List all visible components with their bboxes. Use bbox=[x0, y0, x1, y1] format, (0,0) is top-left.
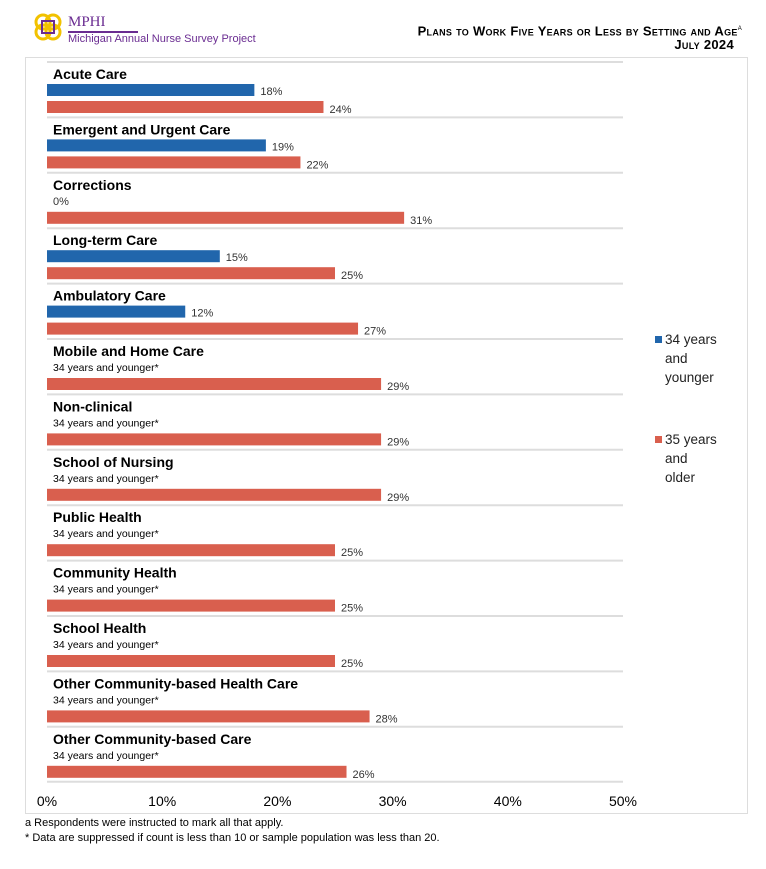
data-label: 26% bbox=[353, 769, 375, 781]
suppressed-note: 34 years and younger* bbox=[53, 584, 159, 596]
data-label: 29% bbox=[387, 381, 409, 393]
bar-34-and-younger bbox=[47, 139, 266, 152]
data-label: 29% bbox=[387, 492, 409, 504]
bar-35-and-older bbox=[47, 267, 335, 280]
category-label: Long-term Care bbox=[53, 232, 157, 248]
x-tick-label: 30% bbox=[379, 793, 407, 809]
x-tick-label: 0% bbox=[37, 793, 57, 809]
chart-title: Plans to Work Five Years or Less by Sett… bbox=[417, 23, 738, 39]
category-label: Corrections bbox=[53, 177, 132, 193]
footnote-suppressed: * Data are suppressed if count is less t… bbox=[25, 832, 440, 844]
bar-35-and-older bbox=[47, 211, 405, 224]
x-tick-label: 50% bbox=[609, 793, 637, 809]
legend-label: older bbox=[665, 470, 696, 485]
data-label: 25% bbox=[341, 547, 363, 559]
category-label: School of Nursing bbox=[53, 454, 174, 470]
legend-label: younger bbox=[665, 370, 714, 385]
bar-35-and-older bbox=[47, 655, 335, 667]
data-label: 28% bbox=[376, 713, 398, 725]
data-label: 22% bbox=[306, 159, 328, 171]
x-tick-label: 40% bbox=[494, 793, 522, 809]
suppressed-note: 34 years and younger* bbox=[53, 528, 159, 540]
bar-35-and-older bbox=[47, 765, 347, 778]
suppressed-note: 34 years and younger* bbox=[53, 639, 159, 651]
logo-knot-icon bbox=[34, 13, 62, 41]
category-label: School Health bbox=[53, 620, 146, 636]
data-label: 31% bbox=[410, 215, 432, 227]
data-label: 27% bbox=[364, 326, 386, 338]
bar-35-and-older bbox=[47, 599, 335, 612]
category-label: Public Health bbox=[53, 509, 142, 525]
data-label: 18% bbox=[260, 86, 282, 98]
data-label: 25% bbox=[341, 270, 363, 282]
data-label: 0% bbox=[53, 196, 69, 208]
bar-35-and-older bbox=[47, 378, 382, 390]
category-label: Emergent and Urgent Care bbox=[53, 121, 231, 137]
chart-frame bbox=[25, 57, 748, 814]
bar-35-and-older bbox=[47, 101, 324, 113]
category-label: Acute Care bbox=[53, 66, 127, 82]
bar-35-and-older bbox=[47, 322, 359, 335]
category-label: Other Community-based Care bbox=[53, 731, 252, 747]
legend-label: and bbox=[665, 451, 688, 466]
suppressed-note: 34 years and younger* bbox=[53, 362, 159, 374]
category-label: Other Community-based Health Care bbox=[53, 675, 298, 691]
footnote-a: a Respondents were instructed to mark al… bbox=[25, 817, 284, 829]
suppressed-note: 34 years and younger* bbox=[53, 473, 159, 485]
bar-34-and-younger bbox=[47, 250, 220, 263]
category-label: Mobile and Home Care bbox=[53, 343, 204, 359]
category-label: Community Health bbox=[53, 565, 177, 581]
legend-swatch bbox=[655, 436, 662, 443]
data-label: 29% bbox=[387, 436, 409, 448]
data-label: 12% bbox=[191, 308, 213, 320]
category-label: Non-clinical bbox=[53, 398, 132, 414]
legend-label: 35 years bbox=[665, 432, 717, 447]
legend-label: 34 years bbox=[665, 332, 717, 347]
x-tick-label: 20% bbox=[263, 793, 291, 809]
bar-35-and-older bbox=[47, 433, 382, 446]
legend-label: and bbox=[665, 351, 688, 366]
bar-35-and-older bbox=[47, 710, 370, 723]
chart-title-block: Plans to Work Five Years or Less by Sett… bbox=[418, 20, 742, 52]
suppressed-note: 34 years and younger* bbox=[53, 750, 159, 762]
logo-subtitle: Michigan Annual Nurse Survey Project bbox=[68, 33, 256, 45]
bar-34-and-younger bbox=[47, 305, 186, 318]
suppressed-note: 34 years and younger* bbox=[53, 694, 159, 706]
data-label: 15% bbox=[226, 252, 248, 264]
data-label: 19% bbox=[272, 141, 294, 153]
logo-name: MPHI bbox=[68, 14, 138, 33]
data-label: 25% bbox=[341, 603, 363, 615]
mphi-logo: MPHI Michigan Annual Nurse Survey Projec… bbox=[33, 12, 263, 48]
title-footnote-marker: a bbox=[737, 22, 742, 32]
chart-date: July 2024 bbox=[674, 37, 734, 53]
data-label: 25% bbox=[341, 658, 363, 670]
category-label: Ambulatory Care bbox=[53, 288, 166, 304]
bar-35-and-older bbox=[47, 544, 335, 557]
bar-35-and-older bbox=[47, 156, 301, 169]
bar-34-and-younger bbox=[47, 84, 255, 96]
legend-swatch bbox=[655, 336, 662, 343]
x-tick-label: 10% bbox=[148, 793, 176, 809]
suppressed-note: 34 years and younger* bbox=[53, 417, 159, 429]
data-label: 24% bbox=[329, 104, 351, 116]
bar-35-and-older bbox=[47, 488, 382, 501]
